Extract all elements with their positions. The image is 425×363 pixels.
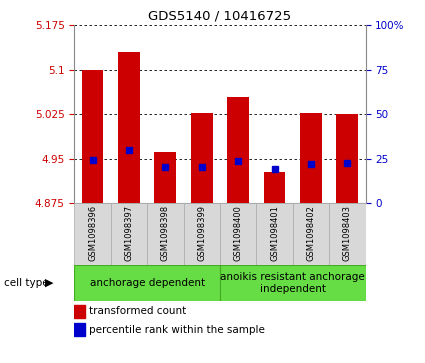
Bar <box>220 203 256 265</box>
Text: GSM1098401: GSM1098401 <box>270 205 279 261</box>
Bar <box>118 52 140 203</box>
Text: GSM1098396: GSM1098396 <box>88 205 97 261</box>
Bar <box>184 203 220 265</box>
Text: GSM1098397: GSM1098397 <box>125 205 133 261</box>
Bar <box>74 203 111 265</box>
Text: transformed count: transformed count <box>89 306 186 317</box>
Bar <box>227 97 249 203</box>
Bar <box>329 203 366 265</box>
Bar <box>220 265 366 301</box>
Bar <box>74 265 220 301</box>
Text: GSM1098400: GSM1098400 <box>234 205 243 261</box>
Text: GSM1098402: GSM1098402 <box>306 205 315 261</box>
Bar <box>191 113 212 203</box>
Text: ▶: ▶ <box>45 278 53 288</box>
Bar <box>74 305 85 318</box>
Bar <box>293 203 329 265</box>
Bar <box>154 152 176 203</box>
Bar <box>256 203 293 265</box>
Text: percentile rank within the sample: percentile rank within the sample <box>89 325 265 335</box>
Text: GSM1098403: GSM1098403 <box>343 205 352 261</box>
Bar <box>147 203 184 265</box>
Bar <box>300 113 322 203</box>
Text: GSM1098398: GSM1098398 <box>161 205 170 261</box>
Bar <box>337 114 358 203</box>
Text: GSM1098399: GSM1098399 <box>197 205 206 261</box>
Bar <box>111 203 147 265</box>
Text: anchorage dependent: anchorage dependent <box>90 278 205 288</box>
Title: GDS5140 / 10416725: GDS5140 / 10416725 <box>148 10 292 23</box>
Bar <box>74 323 85 336</box>
Text: cell type: cell type <box>4 278 49 288</box>
Bar <box>82 70 104 203</box>
Bar <box>264 172 286 203</box>
Text: anoikis resistant anchorage
independent: anoikis resistant anchorage independent <box>220 272 365 294</box>
